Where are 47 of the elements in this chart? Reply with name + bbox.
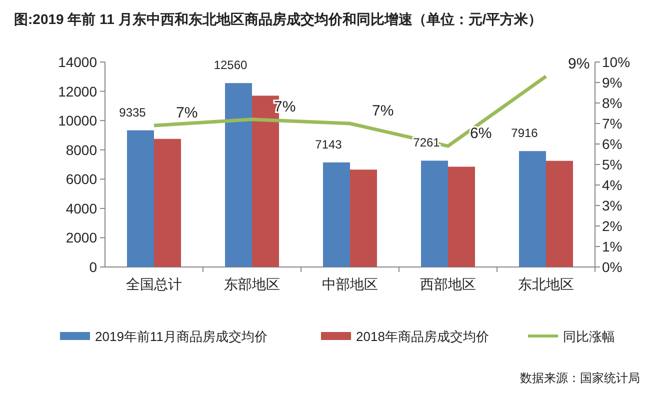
chart-title: 图:2019 年前 11 月东中西和东北地区商品房成交均价和同比增速（单位：元/平方米） (14, 11, 542, 27)
y2-tick-label: 6% (602, 136, 622, 152)
y2-tick-label: 3% (602, 198, 622, 214)
y-tick-label: 2000 (66, 230, 98, 246)
y-tick-label: 12000 (58, 83, 98, 100)
y2-tick-label: 0% (602, 259, 622, 275)
x-tick-label: 西部地区 (420, 276, 476, 292)
y2-tick-label: 4% (602, 177, 622, 193)
bar (350, 170, 377, 267)
y2-tick-label: 8% (602, 95, 622, 111)
legend-label: 同比涨幅 (563, 329, 615, 344)
source-note: 数据来源：国家统计局 (520, 371, 640, 385)
bar (519, 151, 546, 267)
x-tick-label: 东北地区 (518, 276, 574, 292)
y-tick-label: 4000 (66, 200, 98, 216)
bar (225, 83, 252, 267)
x-tick-label: 全国总计 (126, 276, 182, 292)
data-label: 7143 (315, 137, 342, 152)
bar (127, 130, 154, 267)
y-tick-label: 6000 (66, 171, 98, 188)
bar (154, 138, 181, 267)
y2-tick-label: 9% (602, 74, 622, 90)
y-tick-label: 8000 (66, 142, 98, 158)
y2-tick-label: 10% (602, 54, 630, 70)
bar (448, 166, 475, 267)
data-label: 6% (470, 125, 492, 142)
line-series (152, 74, 548, 148)
y2-tick-label: 7% (602, 116, 622, 132)
data-label: 9% (568, 55, 590, 72)
legend-label: 2019年前11月商品房成交均价 (95, 329, 268, 344)
bar (546, 160, 573, 267)
data-label: 7916 (511, 126, 538, 140)
bar (323, 162, 350, 267)
data-label: 9335 (119, 105, 146, 120)
y-tick-label: 0 (89, 259, 98, 275)
y-tick-label: 14000 (58, 54, 98, 70)
data-label: 7% (176, 104, 198, 122)
bar (421, 160, 448, 267)
data-label: 12560 (214, 58, 248, 72)
x-tick-label: 东部地区 (224, 276, 280, 292)
y2-tick-label: 5% (602, 156, 622, 172)
data-label: 7% (372, 102, 394, 120)
y2-tick-label: 1% (602, 238, 622, 254)
legend-label: 2018年商品房成交均价 (356, 329, 489, 344)
y-tick-label: 10000 (58, 112, 98, 129)
y2-tick-label: 2% (602, 218, 622, 234)
x-tick-label: 中部地区 (322, 276, 378, 292)
